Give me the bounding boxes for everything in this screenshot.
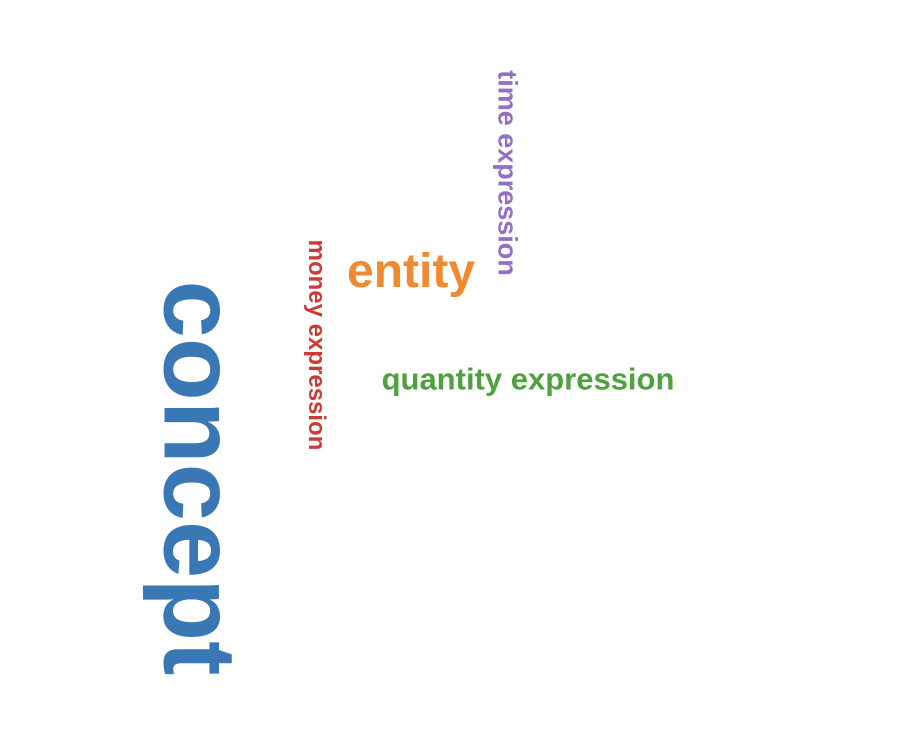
word-money-expression: money expression	[303, 239, 330, 451]
word-concept: concept	[142, 280, 258, 676]
word-quantity-expression: quantity expression	[381, 361, 675, 397]
word-time-expression: time expression	[492, 70, 523, 276]
word-entity: entity	[346, 245, 476, 298]
